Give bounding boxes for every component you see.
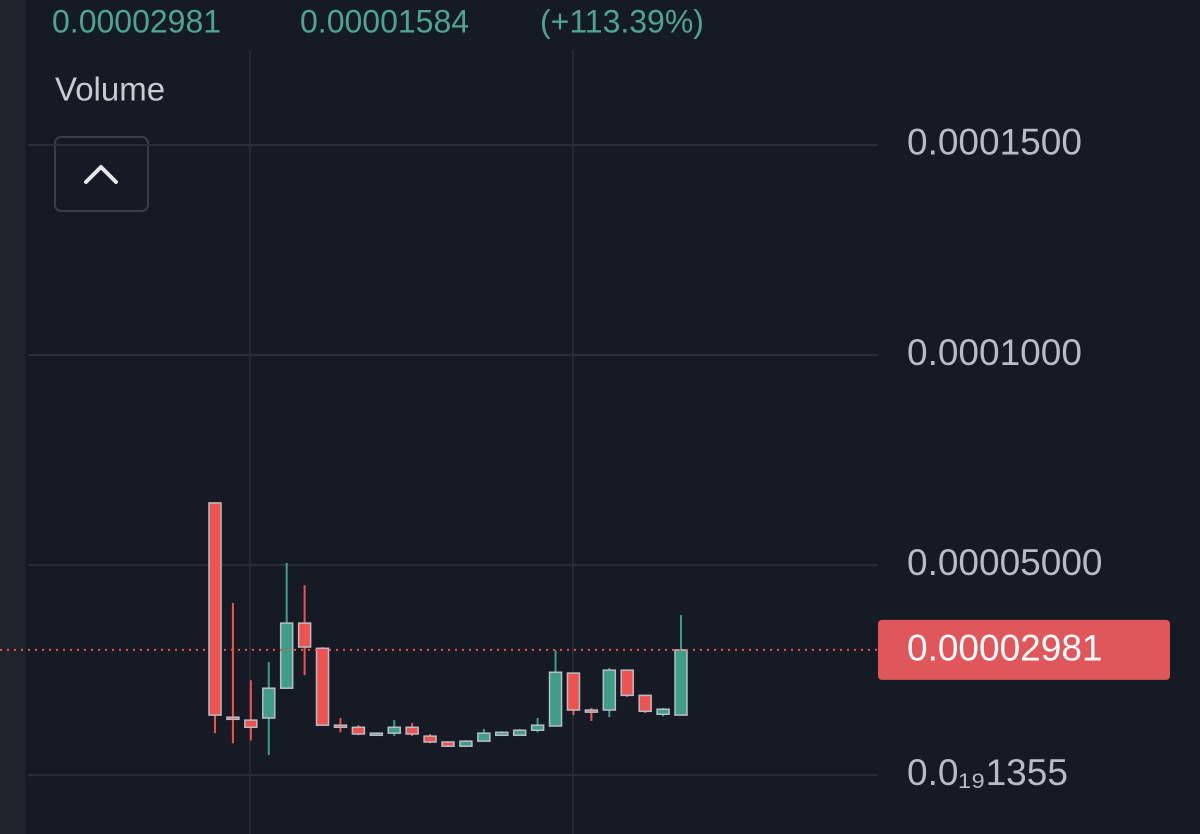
candle-body — [638, 694, 652, 713]
candle-body — [512, 729, 527, 737]
candle-body — [584, 709, 599, 713]
candle-body — [530, 724, 545, 731]
candle-body — [226, 716, 240, 721]
candle-body — [495, 731, 509, 737]
candle-body — [566, 672, 581, 711]
candle-body — [351, 726, 366, 735]
collapse-button[interactable] — [54, 136, 149, 212]
candle-body — [674, 649, 688, 716]
candle-body — [333, 724, 348, 729]
candle-body — [620, 669, 634, 697]
chevron-up-icon[interactable] — [84, 165, 118, 184]
candle-body — [459, 740, 473, 747]
price-label: 0.00002981 — [907, 628, 1102, 669]
candle-body — [602, 669, 617, 711]
candle-body — [315, 647, 330, 726]
y-tick-label: 0.0001500 — [907, 122, 1082, 163]
left-edge — [0, 0, 26, 834]
candle-body — [208, 502, 222, 716]
candle-body — [279, 622, 294, 689]
candle-body — [477, 732, 491, 742]
candle-body — [405, 726, 419, 735]
candle-body — [423, 735, 437, 743]
candle-body — [441, 741, 455, 747]
y-tick-label: 0.0₁₉1355 — [907, 752, 1068, 793]
candle-body — [656, 708, 670, 716]
candle-body — [369, 732, 384, 737]
y-tick-label: 0.0001000 — [907, 332, 1082, 373]
volume-label: Volume — [55, 71, 165, 108]
change: 0.00001584 — [300, 3, 469, 39]
y-tick-label: 0.00005000 — [907, 542, 1102, 583]
button-frame[interactable] — [54, 136, 149, 212]
change-percent: (+113.39%) — [540, 3, 704, 39]
price-label-box — [878, 619, 1170, 680]
candle-body — [262, 687, 276, 719]
candle-body — [297, 622, 312, 648]
candle-body — [387, 726, 401, 734]
candle-body — [548, 671, 563, 727]
last-price: 0.00002981 — [52, 3, 221, 39]
candle-body — [244, 719, 258, 729]
